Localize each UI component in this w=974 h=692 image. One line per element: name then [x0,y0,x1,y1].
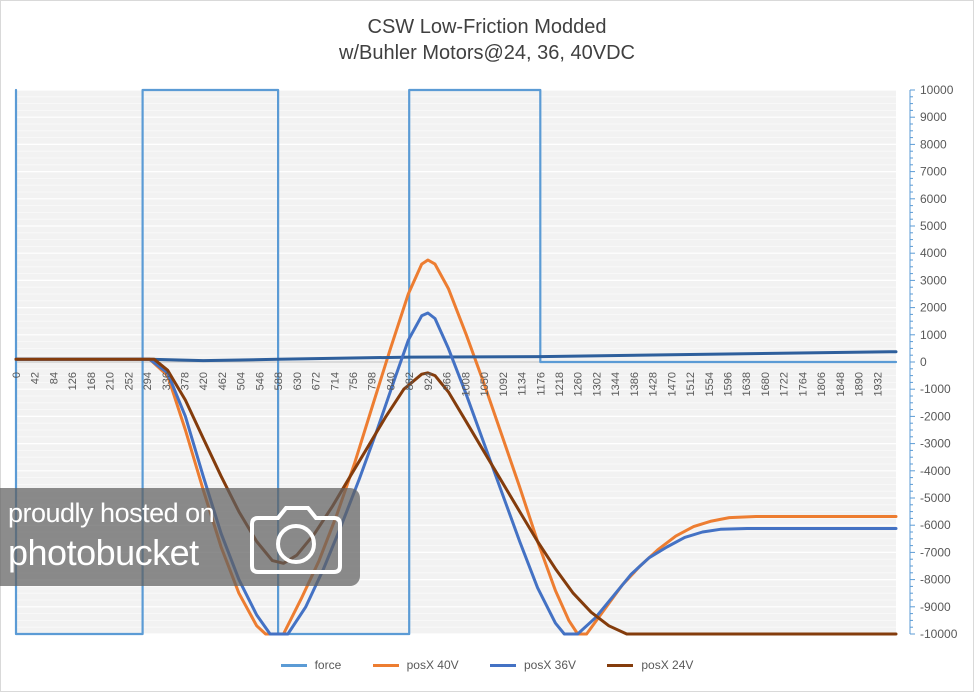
x-tick-label: 1806 [816,372,828,396]
x-tick-label: 1470 [666,372,678,396]
tick-labels: 1000090008000700060005000400030002000100… [11,83,958,641]
x-tick-label: 126 [67,372,79,390]
legend-label-force: force [314,658,342,672]
x-tick-label: 462 [217,372,229,390]
x-tick-label: 84 [48,372,60,384]
x-tick-label: 924 [423,372,435,390]
x-tick-label: 1260 [573,372,585,396]
series-line-posx-36v [14,311,898,636]
y-tick-label: -9000 [920,600,951,614]
y-tick-label: -10000 [920,627,958,641]
legend-label-posx-40v: posX 40V [406,658,459,672]
y-tick-label: 3000 [920,273,947,287]
y-tick-label: 1000 [920,328,947,342]
y-tick-label: 2000 [920,301,947,315]
legend-item-posx-36v[interactable]: posX 36V [489,658,577,672]
legend-swatch-force [280,664,307,668]
x-tick-label: 840 [385,372,397,390]
x-tick-label: 630 [292,372,304,390]
watermark-line1: proudly hosted on [8,498,215,528]
x-tick-label: 966 [442,372,454,390]
x-tick-label: 1218 [554,372,566,396]
series-line-posx-36v [14,350,898,363]
y-tick-label: -2000 [920,409,951,423]
y-tick-label: 7000 [920,165,947,179]
x-tick-label: 210 [105,372,117,390]
chart-title-line2: w/Buhler Motors@24, 36, 40VDC [339,42,635,64]
x-tick-label: 1932 [872,372,884,396]
legend-label-posx-24v: posX 24V [641,658,694,672]
y-tick-label: -5000 [920,491,951,505]
x-tick-label: 1512 [685,372,697,396]
chart-title-line1: CSW Low-Friction Modded [367,16,607,38]
x-tick-label: 1386 [629,372,641,396]
x-tick-label: 882 [404,372,416,390]
y-tick-label: 0 [920,355,927,369]
x-tick-label: 168 [86,372,98,390]
legend-swatch-posx-36v [489,664,516,668]
x-tick-label: 420 [198,372,210,390]
y-tick-label: 4000 [920,246,947,260]
camera-icon [250,506,342,574]
photobucket-watermark: proudly hosted on photobucket [0,488,360,586]
y-tick-label: 6000 [920,192,947,206]
x-tick-label: 504 [236,372,248,390]
x-tick-label: 294 [142,372,154,390]
x-tick-label: 1890 [854,372,866,396]
y-tick-label: -7000 [920,545,951,559]
y-tick-label: -4000 [920,464,951,478]
x-tick-label: 1008 [460,372,472,396]
x-tick-label: 714 [329,372,341,390]
legend-label-posx-36v: posX 36V [523,658,577,672]
x-tick-label: 1722 [779,372,791,396]
x-tick-label: 1428 [648,372,660,396]
x-tick-label: 1554 [704,372,716,396]
x-tick-label: 1596 [722,372,734,396]
x-tick-label: 1344 [610,372,622,396]
x-tick-label: 588 [273,372,285,390]
x-tick-label: 798 [367,372,379,390]
x-tick-label: 0 [11,372,23,378]
y-tick-label: 5000 [920,219,947,233]
y-tick-label: 10000 [920,83,954,97]
legend: force posX 40V posX 36V posX 24V [0,658,974,672]
x-tick-label: 1302 [591,372,603,396]
x-tick-label: 1092 [498,372,510,396]
watermark-line2: photobucket [8,532,199,573]
x-tick-label: 1176 [535,372,547,396]
series-lines [14,88,898,636]
chart-title: CSW Low-Friction Modded w/Buhler Motors@… [0,14,974,66]
x-tick-label: 756 [348,372,360,390]
x-tick-label: 1638 [741,372,753,396]
legend-item-posx-40v[interactable]: posX 40V [372,658,459,672]
y-tick-label: 9000 [920,110,947,124]
x-tick-label: 336 [161,372,173,390]
y-tick-label: -1000 [920,382,951,396]
legend-swatch-posx-24v [607,664,634,668]
x-tick-label: 546 [254,372,266,390]
x-tick-label: 1050 [479,372,491,396]
legend-item-posx-24v[interactable]: posX 24V [607,658,693,672]
x-tick-label: 1848 [835,372,847,396]
series-line-posx-24v [14,357,898,636]
x-tick-label: 1680 [760,372,772,396]
x-tick-label: 378 [180,372,192,390]
x-tick-label: 252 [123,372,135,390]
x-tick-label: 1764 [797,372,809,396]
y-tick-label: 8000 [920,137,947,151]
x-tick-label: 1134 [517,372,529,396]
legend-item-force[interactable]: force [280,658,342,672]
y-tick-label: -6000 [920,518,951,532]
x-tick-label: 672 [311,372,323,390]
y-tick-label: -3000 [920,437,951,451]
legend-swatch-posx-40v [372,664,399,668]
x-tick-label: 42 [30,372,42,384]
y-tick-label: -8000 [920,573,951,587]
